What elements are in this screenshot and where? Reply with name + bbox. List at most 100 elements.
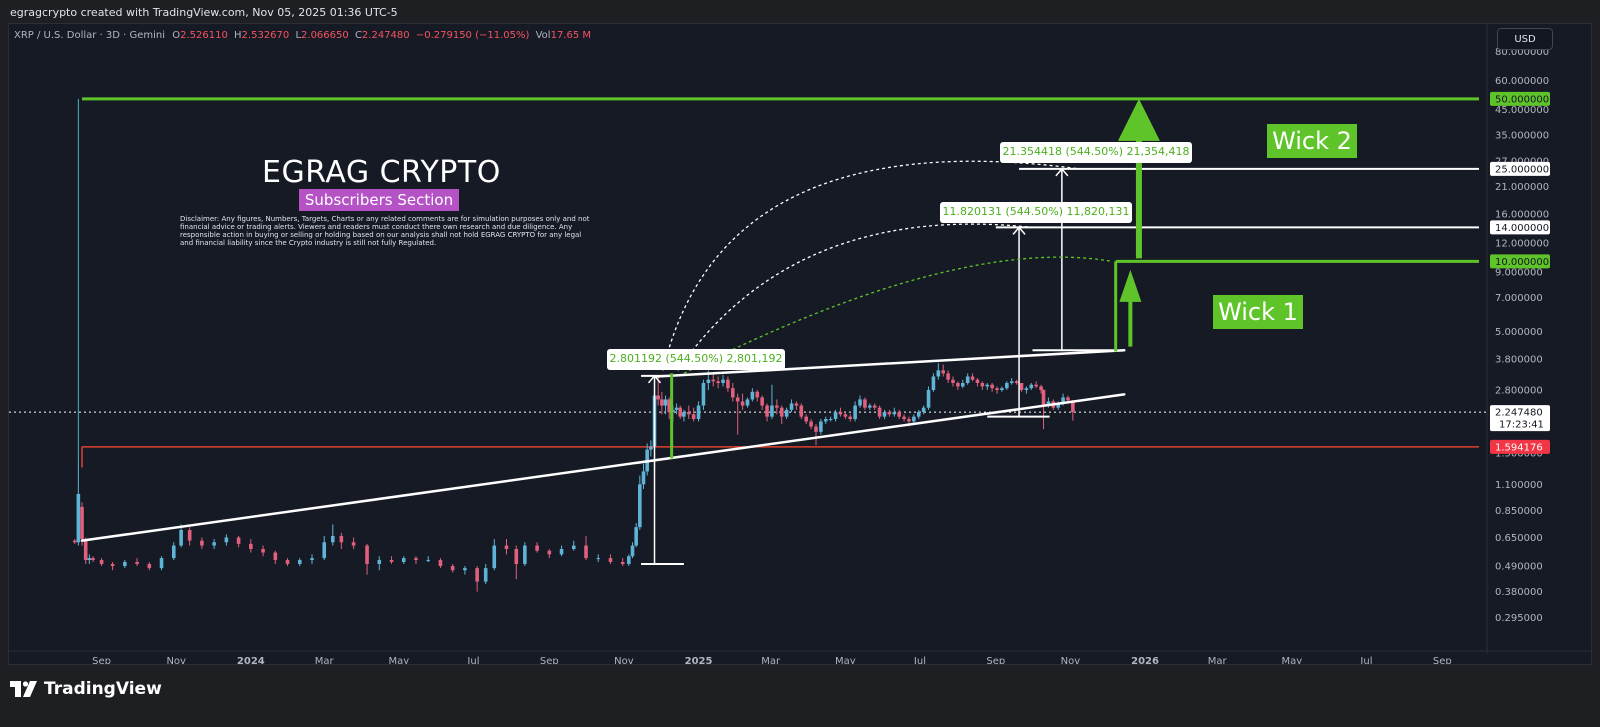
candle-body xyxy=(627,556,631,564)
candle-body xyxy=(463,568,467,571)
candle-body xyxy=(745,399,750,406)
candle-body xyxy=(975,379,980,384)
candle-body xyxy=(701,383,706,406)
candle-body xyxy=(877,407,882,417)
tradingview-logo-text: TradingView xyxy=(44,679,162,699)
candle-body xyxy=(674,407,679,410)
watermark-subtitle: Subscribers Section xyxy=(299,189,459,211)
candle-body xyxy=(726,379,730,389)
x-tick-label: 2024 xyxy=(237,656,265,665)
wick-2-label: Wick 2 xyxy=(1267,124,1357,158)
candle-body xyxy=(351,542,356,546)
candle-body xyxy=(330,535,335,543)
x-tick-label: Jul xyxy=(466,656,479,665)
candle-body xyxy=(179,530,183,546)
tradingview-logo[interactable]: TradingView xyxy=(10,677,162,701)
close-label: C xyxy=(354,30,362,41)
candle-body xyxy=(872,405,877,408)
candle-body xyxy=(1034,384,1038,387)
candle-body xyxy=(956,383,960,387)
candle-body xyxy=(848,416,853,420)
y-tick-label: 9.000000 xyxy=(1495,268,1543,279)
y-tick-label: 3.800000 xyxy=(1495,355,1543,366)
candle-body xyxy=(634,527,638,546)
x-tick-label: Jul xyxy=(1359,656,1372,665)
candle-body xyxy=(212,542,216,546)
symbol-description[interactable]: XRP / U.S. Dollar · 3D · Gemini xyxy=(14,30,166,41)
x-tick-label: Mar xyxy=(1208,656,1228,665)
price-tag-bg xyxy=(1490,254,1550,269)
candle-body xyxy=(273,552,278,561)
candle-body xyxy=(450,566,455,571)
candle-body xyxy=(765,405,769,417)
candle-body xyxy=(902,416,906,420)
y-tick-label: 0.490000 xyxy=(1495,562,1543,573)
candle-body xyxy=(475,568,479,582)
candle-body xyxy=(322,542,327,559)
trendline-channel-top xyxy=(655,348,1126,378)
candle-body xyxy=(926,389,931,408)
trendline-long-uptrend xyxy=(80,393,1126,542)
candle-body xyxy=(483,568,488,582)
candle-body xyxy=(912,416,916,422)
candle-body xyxy=(784,409,789,417)
candle-body xyxy=(76,493,81,543)
candle-body xyxy=(310,558,314,561)
x-tick-label: 2025 xyxy=(685,656,713,665)
candle-body xyxy=(641,471,646,485)
high-value: 2.532670 xyxy=(241,30,290,41)
candle-body xyxy=(159,558,164,569)
y-tick-label: 1.100000 xyxy=(1495,480,1543,491)
y-tick-label: 5.000000 xyxy=(1495,327,1543,338)
candle-body xyxy=(946,373,950,380)
candle-body xyxy=(110,563,115,567)
x-tick-label: Nov xyxy=(166,656,186,665)
low-value: 2.066650 xyxy=(301,30,349,41)
y-tick-label: 45.000000 xyxy=(1495,105,1549,116)
candle-body xyxy=(809,421,813,427)
candle-body xyxy=(936,370,941,377)
high-label: H xyxy=(234,30,242,41)
x-tick-label: May xyxy=(835,656,856,665)
candle-body xyxy=(547,550,552,555)
candle-body xyxy=(779,407,784,417)
volume-value: 17.65 M xyxy=(550,30,592,41)
x-tick-label: Nov xyxy=(1061,656,1081,665)
price-tag-bg xyxy=(1490,91,1550,106)
candle-body xyxy=(750,391,755,400)
currency-selector[interactable]: USD xyxy=(1497,28,1553,50)
candle-body xyxy=(960,383,965,387)
x-tick-label: Mar xyxy=(761,656,781,665)
candle-body xyxy=(789,403,794,410)
candle-body xyxy=(823,419,828,422)
candle-body xyxy=(686,412,691,415)
candle-body xyxy=(1071,400,1075,413)
candle-body xyxy=(438,560,443,567)
candle-body xyxy=(833,412,838,420)
x-tick-label: Jul xyxy=(913,656,926,665)
candle-body xyxy=(678,407,683,417)
candle-body xyxy=(892,412,897,415)
price-tag-label: 50.000000 xyxy=(1495,94,1549,105)
candle-body xyxy=(414,558,418,561)
candle-body xyxy=(853,405,857,420)
price-chart-svg[interactable]: 80.00000060.00000045.00000035.00000027.0… xyxy=(9,24,1592,665)
price-tag-bg xyxy=(1490,220,1550,235)
projection-arc-25 xyxy=(662,160,1080,371)
candle-body xyxy=(1066,397,1070,401)
x-tick-label: Mar xyxy=(315,656,335,665)
chart-area[interactable]: 80.00000060.00000045.00000035.00000027.0… xyxy=(8,23,1592,665)
candle-body xyxy=(1041,389,1046,406)
candle-body xyxy=(83,539,88,561)
y-tick-label: 0.380000 xyxy=(1495,587,1543,598)
candle-body xyxy=(1014,381,1019,384)
candle-body xyxy=(638,484,642,528)
candle-body xyxy=(706,379,711,384)
wick-1-label: Wick 1 xyxy=(1213,295,1303,329)
candle-body xyxy=(916,412,921,417)
y-tick-label: 60.000000 xyxy=(1495,76,1549,87)
candle-body xyxy=(755,391,760,398)
price-tag-label: 10.000000 xyxy=(1495,257,1549,268)
candle-body xyxy=(965,376,970,384)
y-tick-label: 16.000000 xyxy=(1495,209,1549,220)
